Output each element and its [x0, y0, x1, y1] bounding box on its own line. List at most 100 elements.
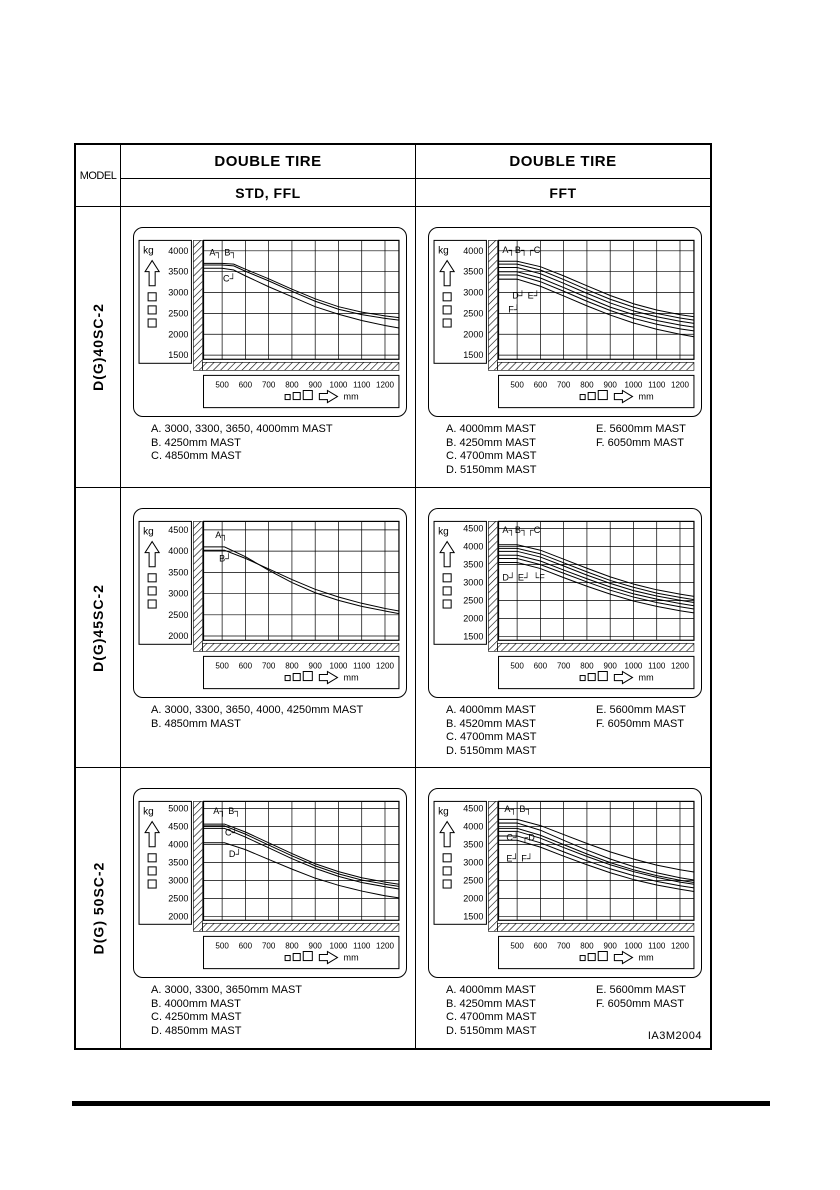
- load-square-icon: [597, 390, 608, 401]
- curve-D: [498, 554, 695, 607]
- x-tick-label: 1000: [330, 941, 348, 950]
- load-square-icon: [147, 879, 157, 889]
- curve-B: [203, 264, 400, 321]
- x-tick-label: 700: [557, 661, 571, 670]
- legend-column: A. 4000mm MAST B. 4250mm MAST C. 4700mm MA…: [446, 984, 596, 1038]
- curve-label: F┘: [508, 304, 520, 315]
- x-tick-label: 500: [215, 941, 229, 950]
- y-tick-label: 4000: [168, 246, 188, 256]
- y-tick-label: 2500: [463, 308, 483, 318]
- y-tick-label: 4500: [168, 525, 188, 535]
- load-square-icon: [442, 879, 452, 889]
- up-arrow-icon: [439, 540, 456, 568]
- y-tick-label: 2000: [168, 631, 188, 641]
- legend-line: F. 6050mm MAST: [596, 436, 685, 449]
- model-cell-45sc2: D(G)45SC-2: [76, 488, 121, 768]
- x-unit-label: mm: [639, 953, 654, 963]
- legend-line: B. 4250mm MAST: [446, 436, 536, 449]
- load-square-icon: [442, 599, 452, 609]
- y-tick-label: 3500: [168, 858, 188, 868]
- plot-border: [497, 520, 695, 641]
- curve-D: [498, 830, 695, 885]
- y-tick-label: 3000: [463, 288, 483, 298]
- right-arrow-icon: [318, 950, 339, 965]
- x-tick-label: 700: [557, 941, 571, 950]
- y-tick-label: 2500: [168, 894, 188, 904]
- right-arrow-icon: [318, 670, 339, 685]
- x-tick-label: 800: [580, 380, 594, 389]
- up-arrow-icon: [144, 820, 161, 848]
- legend-line: E. 5600mm MAST: [596, 984, 686, 996]
- y-unit-label: kg: [143, 526, 154, 537]
- x-axis-box: [498, 374, 695, 409]
- chart-cell-45-std-ffl: kg 4500 4000 3500 3000 2500 2000 A┐ B┘ 500 600 700 8…: [121, 488, 416, 768]
- x-tick-label: 1100: [648, 380, 666, 389]
- curve-A: [498, 544, 695, 597]
- y-tick-label: 3500: [463, 267, 483, 277]
- legend-line: A. 4000mm MAST: [446, 984, 536, 996]
- x-tick-label: 600: [239, 941, 253, 950]
- y-axis-box: [138, 239, 192, 364]
- legend-line: D. 4850mm MAST: [151, 1024, 242, 1037]
- model-cell-40sc2: D(G)40SC-2: [76, 207, 121, 488]
- x-tick-label: 1200: [376, 380, 394, 389]
- curve-B: [203, 825, 400, 887]
- x-tick-label: 1200: [376, 941, 394, 950]
- x-tick-label: 700: [557, 380, 571, 389]
- legend-line: C. 4700mm MAST: [446, 731, 537, 743]
- x-tick-label: 900: [308, 661, 322, 670]
- x-unit-label: mm: [639, 392, 654, 402]
- y-tick-label: 3500: [168, 267, 188, 277]
- y-tick-label: 1500: [168, 350, 188, 360]
- x-tick-label: 600: [534, 661, 548, 670]
- load-square-icon: [442, 573, 452, 583]
- curve-E: [498, 557, 695, 610]
- x-axis-box: [203, 655, 400, 690]
- curve-label: A┐ B┐: [213, 806, 240, 817]
- load-capacity-chart: kg 4500 4000 3500 3000 2500 2000 1500 A┐B┐┌C D┘ E…: [433, 520, 695, 690]
- load-square-icon: [442, 866, 452, 876]
- legend-column: A. 3000, 3300, 3650, 4000, 4250mm MAST B.…: [151, 704, 363, 731]
- x-tick-label: 700: [262, 661, 276, 670]
- y-axis-box: [138, 520, 192, 645]
- y-tick-label: 3500: [463, 560, 483, 570]
- curve-label: B┘: [219, 553, 231, 564]
- y-tick-label: 2000: [168, 912, 188, 922]
- load-capacity-chart: kg 4000 3500 3000 2500 2000 1500 A┐B┐┌C D┘ E┘ F┘ 5…: [433, 239, 695, 409]
- x-tick-label: 500: [510, 380, 524, 389]
- hatch-floor: [497, 642, 695, 652]
- x-tick-label: 1100: [353, 380, 371, 389]
- y-tick-label: 2500: [168, 610, 188, 620]
- load-capacity-chart: kg 4000 3500 3000 2500 2000 1500 A┐ B┐ C┘ 500 600 7…: [138, 239, 400, 409]
- legend-line: F. 6050mm MAST: [596, 717, 685, 730]
- load-square-icon: [292, 392, 301, 401]
- plot-border: [202, 800, 400, 921]
- legend-line: E. 5600mm MAST: [596, 704, 686, 716]
- y-unit-label: kg: [438, 806, 449, 817]
- mast-legend: A. 3000, 3300, 3650, 4000, 4250mm MAST B.…: [151, 704, 363, 731]
- x-tick-label: 900: [308, 380, 322, 389]
- legend-line: D. 5150mm MAST: [446, 463, 537, 476]
- y-tick-label: 1500: [463, 632, 483, 642]
- curve-label: A┐ B┐: [209, 248, 236, 259]
- curve-C: [498, 266, 695, 324]
- x-tick-label: 600: [534, 380, 548, 389]
- chart-cell-40-fft: kg 4000 3500 3000 2500 2000 1500 A┐B┐┌C D┘ E┘ F┘ 5…: [416, 207, 710, 488]
- hatch-wall: [488, 801, 498, 932]
- hatch-wall: [193, 801, 203, 932]
- x-tick-label: 1100: [353, 941, 371, 950]
- chart-card: kg 5000 4500 4000 3500 3000 2500 2000 A┐ B┐ C┘ D┘ 5…: [133, 788, 407, 978]
- x-axis-box: [203, 374, 400, 409]
- curve-label: A┐: [215, 530, 227, 541]
- legend-line: B. 4250mm MAST: [446, 997, 536, 1010]
- right-arrow-icon: [613, 670, 634, 685]
- legend-line: B. 4250mm MAST: [151, 436, 241, 449]
- legend-line: C. 4700mm MAST: [446, 1011, 537, 1023]
- y-tick-label: 4000: [168, 546, 188, 556]
- legend-line: B. 4850mm MAST: [151, 717, 241, 730]
- y-unit-label: kg: [438, 526, 449, 537]
- y-tick-label: 3000: [463, 858, 483, 868]
- curve-C: [498, 550, 695, 603]
- legend-line: C. 4850mm MAST: [151, 450, 242, 462]
- plot-border: [202, 520, 400, 641]
